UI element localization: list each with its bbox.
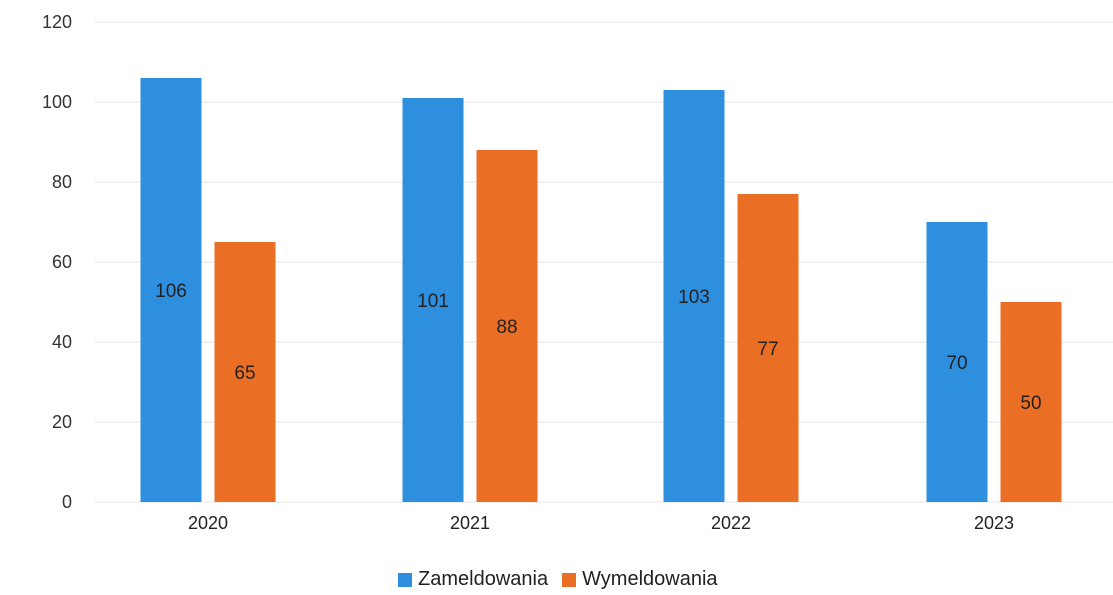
data-label: 106	[155, 281, 187, 302]
x-axis: 2020 2021 2022 2023	[188, 513, 1014, 533]
legend-swatch-zameldowania	[398, 572, 412, 587]
y-tick-label: 40	[52, 332, 72, 352]
legend-label-wymeldowania: Wymeldowania	[582, 568, 718, 590]
y-tick-label: 0	[62, 492, 72, 512]
bars: 106 65 101 88 103 77 70 50	[140, 78, 1062, 502]
y-tick-label: 120	[42, 12, 72, 32]
legend-item-wymeldowania: Wymeldowania	[562, 568, 718, 591]
x-tick-label: 2023	[974, 513, 1014, 533]
data-label: 88	[496, 317, 517, 338]
data-label: 103	[678, 287, 710, 308]
data-label: 101	[417, 291, 449, 312]
y-tick-label: 100	[42, 92, 72, 112]
x-tick-label: 2021	[450, 513, 490, 533]
bar-wymeldowania-2021	[476, 150, 538, 502]
legend-item-zameldowania: Zameldowania	[398, 568, 548, 591]
x-tick-label: 2020	[188, 513, 228, 533]
y-axis: 0 20 40 60 80 100 120	[42, 12, 72, 512]
bar-wymeldowania-2020	[214, 242, 276, 502]
data-label: 70	[946, 353, 967, 374]
data-label: 77	[757, 339, 778, 360]
data-label: 50	[1020, 393, 1041, 414]
bar-wymeldowania-2022	[737, 194, 799, 502]
y-tick-label: 80	[52, 172, 72, 192]
bar-zameldowania-2023	[926, 222, 988, 502]
bar-wymeldowania-2023	[1000, 302, 1062, 502]
y-tick-label: 60	[52, 252, 72, 272]
x-tick-label: 2022	[711, 513, 751, 533]
legend-label-zameldowania: Zameldowania	[418, 568, 549, 590]
bar-zameldowania-2022	[663, 90, 725, 502]
y-tick-label: 20	[52, 412, 72, 432]
bar-zameldowania-2021	[402, 98, 464, 502]
data-label: 65	[234, 363, 255, 384]
legend-swatch-wymeldowania	[562, 572, 577, 587]
legend: Zameldowania Wymeldowania	[398, 568, 718, 591]
bar-zameldowania-2020	[140, 78, 202, 502]
